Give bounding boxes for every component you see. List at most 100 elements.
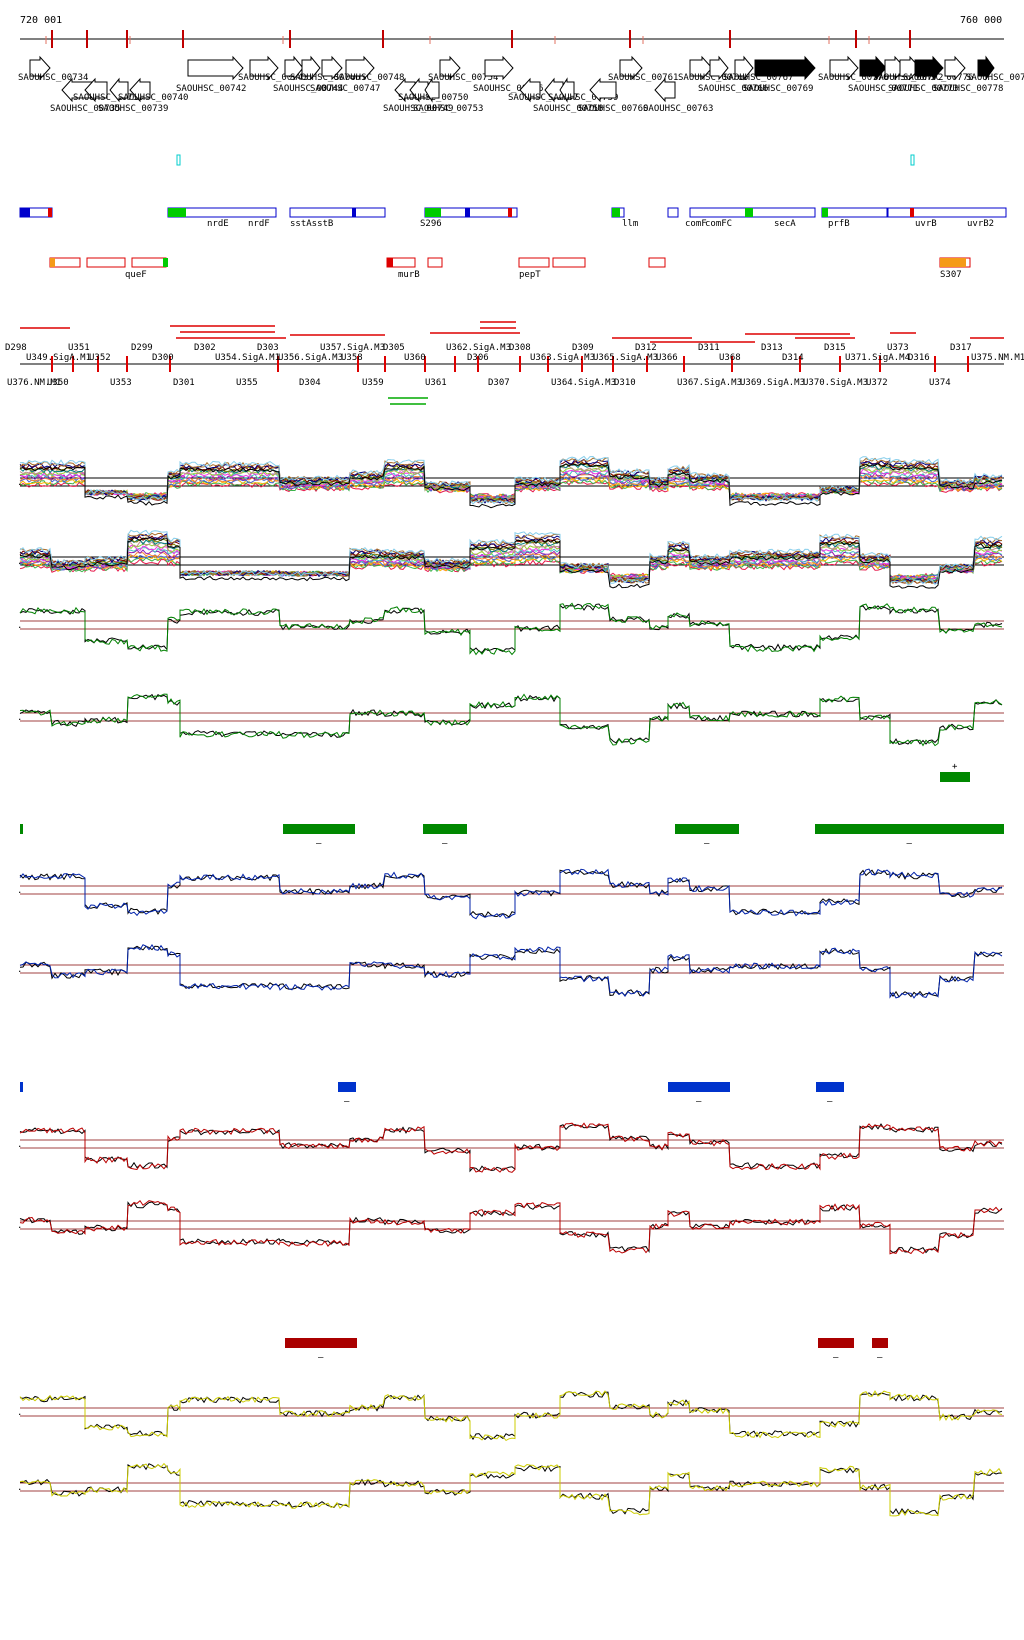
gene-label: SAOUHSC_00749 [383,104,453,114]
marker-sign: – [318,1353,324,1363]
marker-bar [283,824,355,834]
series-line [19,943,1003,999]
gene-arrow [709,55,729,81]
marker-sign: – [827,1097,833,1107]
gene-arrow [345,55,375,81]
cds-box [667,207,679,218]
gene-label: SAOUHSC_00746 [290,73,360,83]
segment-label: D299 [131,343,153,353]
gene-arrow [519,77,541,103]
gene-arrow [619,55,643,81]
gene-label: SAOUHSC_00776 [903,73,973,83]
track-axis-mark: . [17,621,22,631]
segment-label: U367.SigA.M3 [677,378,742,388]
segment-label: U361 [425,378,447,388]
gene-arrow [589,77,617,103]
expression-track: . [17,529,1004,589]
gene-arrow [734,55,754,81]
segment-label: D311 [698,343,720,353]
gene-arrow [654,77,676,103]
expression-track: . [17,943,1004,999]
marker-bar [815,824,1004,834]
segment-label: U351 [68,343,90,353]
cds-fill [465,208,470,217]
marker-bar [872,1338,888,1348]
marker-sign: – [344,1097,350,1107]
segment-label: D316 [908,353,930,363]
track-axis-mark: . [17,886,22,896]
annotation-row-red: queF murB pepT S307 [49,257,971,280]
gene-arrow [754,55,816,81]
gene-label: SAOUHSC_00756 [473,84,543,94]
track-axis-mark: . [17,965,22,975]
segment-label: D317 [950,343,972,353]
annotation-box [552,257,586,268]
marker-bar [423,824,467,834]
marker-sign: – [704,839,710,849]
marker-sign: – [316,839,322,849]
annotation-label: nrdE [207,219,229,229]
cyan-markers [176,154,915,166]
gene-arrow [187,55,244,81]
cds-fill [425,208,441,217]
gene-arrow [84,77,108,103]
gene-label: SAOUHSC_00743 [238,73,308,83]
segment-label: D300 [152,353,174,363]
track-axis-mark: . [17,1483,22,1493]
gene-label: SAOUHSC_00766 [698,84,768,94]
gene-label: SAOUHSC_00740 [118,93,188,103]
gene-arrow [109,77,129,103]
cds-fill [352,208,356,217]
gene-arrow [29,55,51,81]
series-line [19,868,1003,920]
gene-label: SAOUHSC_00742 [176,84,246,94]
segment-label: D303 [257,343,279,353]
segment-label: U362.SigA.M3 [446,343,511,353]
cds-fill [508,208,512,217]
series-line [19,455,1003,505]
segment-label: U370.SigA.M3 [803,378,868,388]
expression-track: . [17,868,1004,920]
segment-label: U354.SigA.M1 [215,353,280,363]
cds-box [821,207,888,218]
gene-arrow [829,55,859,81]
gene-arrow [859,55,887,81]
series-line [19,1462,1003,1517]
gene-label: SAOUHSC_00754 [428,73,498,83]
gene-arrow [484,55,514,81]
annotation-label: S307 [940,270,962,280]
gene-label: SAOUHSC_00765 [678,73,748,83]
cds-box [289,207,386,218]
cds-fill [20,208,30,217]
annotation-fill [163,258,168,267]
marker-sign: – [442,839,448,849]
gene-arrow [977,55,995,81]
segment-label: U368 [719,353,741,363]
segment-label: U356.SigA.M3 [278,353,343,363]
annotation-label: pepT [519,270,541,280]
marker-sign: – [696,1097,702,1107]
cds-box [887,207,1007,218]
track-axis-mark: . [17,478,22,488]
gene-label: SAOUHSC_00739 [98,104,168,114]
series-line [19,537,1003,589]
marker-bar [675,824,739,834]
gene-arrow [409,77,429,103]
series-line [19,556,1003,580]
marker-bar [20,824,23,834]
marker-bar [816,1082,844,1092]
marker-bar [668,1082,730,1092]
segment-label: U355 [236,378,258,388]
annotation-label: nrdF [248,219,270,229]
track-axis-mark: . [17,1221,22,1231]
marker-sign: – [833,1353,839,1363]
annotation-label: comF [685,219,707,229]
marker-sign: – [907,839,913,849]
segment-label: D305 [383,343,405,353]
marker-bar [940,772,970,782]
segment-label: D309 [572,343,594,353]
segment-label: U360 [404,353,426,363]
cyan-marker [176,154,181,166]
cds-fill [822,208,828,217]
